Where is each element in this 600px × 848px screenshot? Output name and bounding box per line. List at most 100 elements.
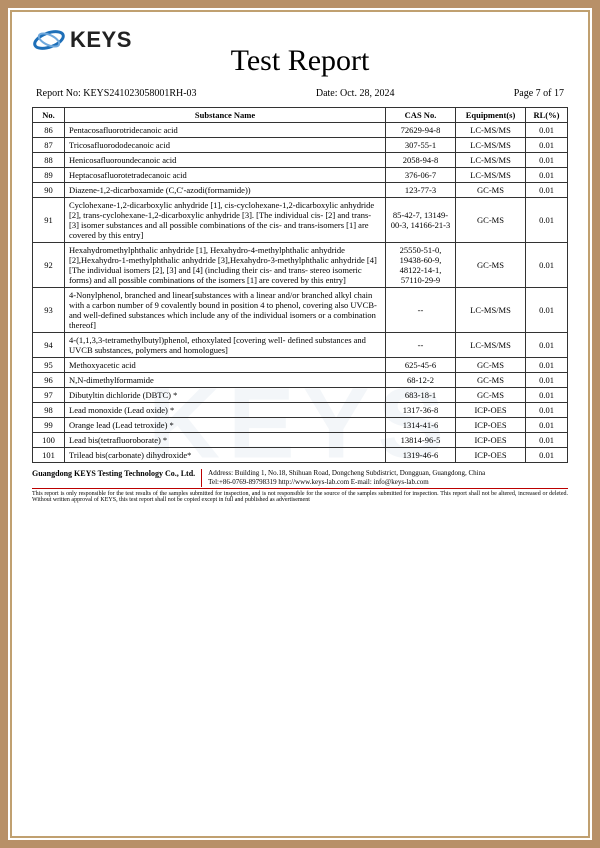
cell-substance: Dibutyltin dichloride (DBTC) *	[65, 388, 386, 403]
table-body: 86Pentacosafluorotridecanoic acid72629-9…	[33, 123, 568, 463]
page-number: Page 7 of 17	[514, 88, 564, 99]
cell-substance: Lead bis(tetrafluoroborate) *	[65, 433, 386, 448]
cell-equipment: GC-MS	[456, 373, 526, 388]
logo-swirl-icon	[32, 26, 66, 54]
table-row: 944-(1,1,3,3-tetramethylbutyl)phenol, et…	[33, 333, 568, 358]
table-row: 97Dibutyltin dichloride (DBTC) *683-18-1…	[33, 388, 568, 403]
cell-equipment: GC-MS	[456, 198, 526, 243]
cell-rl: 0.01	[526, 243, 568, 288]
cell-no: 96	[33, 373, 65, 388]
cell-substance: Hexahydromethylphthalic anhydride [1], H…	[65, 243, 386, 288]
cell-cas: 683-18-1	[386, 388, 456, 403]
table-row: 98Lead monoxide (Lead oxide) *1317-36-8I…	[33, 403, 568, 418]
cell-rl: 0.01	[526, 198, 568, 243]
cell-equipment: GC-MS	[456, 358, 526, 373]
cell-substance: 4-(1,1,3,3-tetramethylbutyl)phenol, etho…	[65, 333, 386, 358]
cell-no: 88	[33, 153, 65, 168]
cell-rl: 0.01	[526, 138, 568, 153]
cell-equipment: LC-MS/MS	[456, 333, 526, 358]
report-page: KEYS KEYS Test Report Report No: KEYS241…	[0, 0, 600, 848]
cell-cas: 68-12-2	[386, 373, 456, 388]
cell-substance: Cyclohexane-1,2-dicarboxylic anhydride […	[65, 198, 386, 243]
cell-cas: --	[386, 333, 456, 358]
tel-line: Tel:+86-0769-89798319 http://www.keys-la…	[208, 478, 429, 486]
cell-no: 95	[33, 358, 65, 373]
col-rl: RL(%)	[526, 108, 568, 123]
cell-equipment: LC-MS/MS	[456, 138, 526, 153]
cell-cas: 625-45-6	[386, 358, 456, 373]
table-row: 90Diazene-1,2-dicarboxamide (C,C'-azodi(…	[33, 183, 568, 198]
cell-equipment: ICP-OES	[456, 433, 526, 448]
address-line: Address: Building 1, No.18, Shihuan Road…	[208, 469, 485, 477]
keys-logo: KEYS	[32, 26, 132, 54]
report-date: Date: Oct. 28, 2024	[316, 88, 395, 99]
table-row: 100Lead bis(tetrafluoroborate) *13814-96…	[33, 433, 568, 448]
cell-rl: 0.01	[526, 433, 568, 448]
col-equipment: Equipment(s)	[456, 108, 526, 123]
cell-substance: Pentacosafluorotridecanoic acid	[65, 123, 386, 138]
cell-rl: 0.01	[526, 448, 568, 463]
report-number: Report No: KEYS241023058001RH-03	[36, 88, 197, 99]
cell-cas: 123-77-3	[386, 183, 456, 198]
table-row: 934-Nonylphenol, branched and linear[sub…	[33, 288, 568, 333]
table-row: 89Heptacosafluorotetradecanoic acid376-0…	[33, 168, 568, 183]
cell-rl: 0.01	[526, 333, 568, 358]
table-row: 95Methoxyacetic acid625-45-6GC-MS0.01	[33, 358, 568, 373]
cell-cas: 25550-51-0, 19438-60-9, 48122-14-1, 5711…	[386, 243, 456, 288]
cell-cas: 1314-41-6	[386, 418, 456, 433]
cell-equipment: LC-MS/MS	[456, 168, 526, 183]
cell-cas: 2058-94-8	[386, 153, 456, 168]
cell-substance: Henicosafluoroundecanoic acid	[65, 153, 386, 168]
cell-rl: 0.01	[526, 183, 568, 198]
cell-no: 91	[33, 198, 65, 243]
cell-rl: 0.01	[526, 418, 568, 433]
cell-no: 99	[33, 418, 65, 433]
cell-no: 97	[33, 388, 65, 403]
cell-equipment: GC-MS	[456, 243, 526, 288]
cell-substance: 4-Nonylphenol, branched and linear[subst…	[65, 288, 386, 333]
table-header-row: No. Substance Name CAS No. Equipment(s) …	[33, 108, 568, 123]
footer-company-row: Guangdong KEYS Testing Technology Co., L…	[32, 469, 568, 489]
cell-equipment: LC-MS/MS	[456, 153, 526, 168]
cell-substance: Tricosafluorododecanoic acid	[65, 138, 386, 153]
cell-no: 89	[33, 168, 65, 183]
results-table: No. Substance Name CAS No. Equipment(s) …	[32, 107, 568, 463]
cell-rl: 0.01	[526, 288, 568, 333]
col-substance: Substance Name	[65, 108, 386, 123]
cell-no: 92	[33, 243, 65, 288]
page-content: KEYS Test Report Report No: KEYS24102305…	[32, 26, 568, 828]
footer: Guangdong KEYS Testing Technology Co., L…	[32, 469, 568, 504]
cell-no: 93	[33, 288, 65, 333]
col-cas: CAS No.	[386, 108, 456, 123]
cell-cas: --	[386, 288, 456, 333]
table-row: 88Henicosafluoroundecanoic acid2058-94-8…	[33, 153, 568, 168]
cell-cas: 1319-46-6	[386, 448, 456, 463]
cell-substance: Methoxyacetic acid	[65, 358, 386, 373]
cell-substance: N,N-dimethylformamide	[65, 373, 386, 388]
cell-no: 100	[33, 433, 65, 448]
company-name: Guangdong KEYS Testing Technology Co., L…	[32, 469, 195, 487]
cell-equipment: ICP-OES	[456, 403, 526, 418]
table-row: 86Pentacosafluorotridecanoic acid72629-9…	[33, 123, 568, 138]
cell-no: 86	[33, 123, 65, 138]
cell-no: 98	[33, 403, 65, 418]
cell-no: 90	[33, 183, 65, 198]
cell-equipment: LC-MS/MS	[456, 123, 526, 138]
cell-rl: 0.01	[526, 388, 568, 403]
cell-rl: 0.01	[526, 168, 568, 183]
cell-cas: 13814-96-5	[386, 433, 456, 448]
cell-cas: 72629-94-8	[386, 123, 456, 138]
col-no: No.	[33, 108, 65, 123]
cell-no: 87	[33, 138, 65, 153]
cell-rl: 0.01	[526, 373, 568, 388]
cell-rl: 0.01	[526, 358, 568, 373]
company-address: Address: Building 1, No.18, Shihuan Road…	[201, 469, 485, 487]
cell-equipment: ICP-OES	[456, 418, 526, 433]
cell-rl: 0.01	[526, 403, 568, 418]
table-row: 87Tricosafluorododecanoic acid307-55-1LC…	[33, 138, 568, 153]
logo-text: KEYS	[70, 27, 132, 53]
cell-substance: Diazene-1,2-dicarboxamide (C,C'-azodi(fo…	[65, 183, 386, 198]
cell-rl: 0.01	[526, 153, 568, 168]
table-row: 91Cyclohexane-1,2-dicarboxylic anhydride…	[33, 198, 568, 243]
table-row: 101Trilead bis(carbonate) dihydroxide*13…	[33, 448, 568, 463]
